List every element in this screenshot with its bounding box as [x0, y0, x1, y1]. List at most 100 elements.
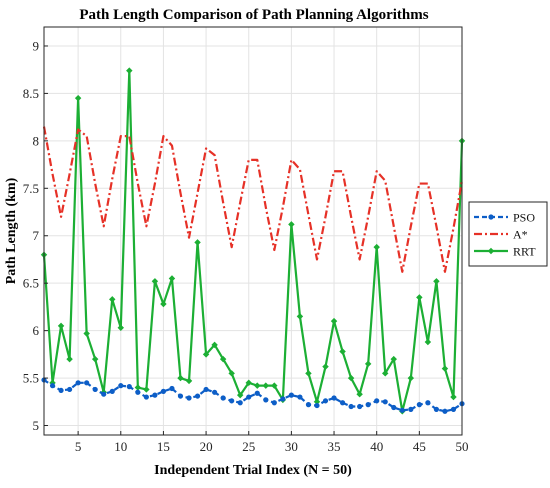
data-point-pso [229, 398, 235, 404]
data-point-pso [280, 396, 286, 402]
data-point-pso [160, 388, 167, 394]
y-tick-label: 7 [33, 228, 40, 243]
series-a [42, 126, 464, 273]
data-point-pso [365, 402, 371, 408]
data-point-pso [49, 383, 56, 389]
data-point-pso [391, 404, 397, 411]
legend-entry-pso: PSO [474, 211, 535, 225]
y-axis-label: Path Length (km) [4, 177, 19, 284]
data-point-pso [348, 403, 354, 410]
legend-label-a: A* [513, 228, 528, 242]
data-point-rrt [185, 377, 193, 385]
data-point-pso [416, 402, 422, 408]
data-point-rrt [390, 355, 397, 363]
data-point-rrt [373, 243, 380, 251]
data-point-rrt [194, 239, 201, 246]
data-point-rrt [177, 374, 184, 382]
y-tick-label: 5 [33, 418, 40, 433]
data-point-rrt [364, 360, 372, 368]
y-tick-label: 9 [33, 38, 40, 53]
legend-entry-rrt: RRT [474, 245, 536, 259]
series-layer [40, 67, 466, 415]
data-point-pso [58, 387, 64, 394]
data-point-pso [382, 399, 388, 405]
data-point-pso [450, 406, 457, 412]
data-point-rrt [271, 382, 278, 389]
data-point-rrt [339, 348, 346, 355]
series-line-rrt [42, 69, 464, 413]
x-tick-label: 20 [200, 439, 213, 454]
legend: PSO A* RRT [468, 201, 548, 267]
data-point-pso [118, 383, 124, 389]
plot-area [44, 27, 462, 435]
data-point-rrt [168, 275, 176, 282]
data-point-rrt [330, 317, 338, 325]
x-tick-label: 50 [456, 439, 469, 454]
data-point-rrt [219, 355, 227, 363]
y-tick-label: 6.5 [23, 276, 39, 291]
data-point-rrt [347, 374, 355, 382]
chart-title: Path Length Comparison of Path Planning … [79, 7, 428, 23]
data-point-pso [288, 392, 294, 398]
data-point-pso [246, 394, 252, 400]
data-point-rrt [160, 300, 167, 308]
data-point-pso [66, 386, 73, 393]
data-point-pso [212, 389, 218, 395]
data-point-rrt [151, 278, 159, 285]
data-point-pso [305, 402, 312, 408]
x-tick-label: 35 [328, 439, 341, 454]
data-point-rrt [143, 386, 150, 393]
data-point-rrt [416, 294, 423, 301]
legend-label-rrt: RRT [513, 245, 536, 259]
data-point-pso [152, 392, 158, 398]
data-point-rrt [236, 391, 244, 399]
data-point-pso [408, 406, 414, 412]
data-point-rrt [288, 221, 295, 228]
data-point-pso [194, 393, 201, 399]
data-point-pso [92, 386, 98, 393]
data-point-pso [169, 385, 175, 392]
y-tick-label: 5.5 [23, 371, 39, 386]
data-point-pso [135, 389, 141, 395]
data-point-pso [357, 403, 363, 410]
data-point-rrt [450, 393, 457, 401]
data-point-pso [374, 398, 380, 404]
x-axis-label: Independent Trial Index (N = 50) [154, 463, 352, 478]
data-point-pso [109, 388, 115, 394]
data-point-rrt [322, 363, 329, 370]
plot-frame [43, 26, 463, 436]
data-point-rrt [109, 296, 116, 303]
x-tick-label: 25 [242, 439, 255, 454]
y-tick-label: 7.5 [23, 181, 39, 196]
data-point-rrt [254, 382, 261, 389]
x-tick-label: 30 [285, 439, 298, 454]
legend-marker-rrt [487, 247, 495, 255]
x-tick-label: 15 [157, 439, 170, 454]
x-tick-label: 5 [75, 439, 82, 454]
data-point-pso [84, 380, 90, 386]
y-tick-label: 8.5 [23, 86, 39, 101]
data-point-pso [177, 393, 184, 399]
data-point-pso [442, 408, 448, 414]
data-point-pso [322, 398, 329, 404]
data-point-pso [331, 395, 337, 401]
data-point-pso [297, 394, 303, 400]
data-point-rrt [57, 322, 65, 330]
data-point-rrt [66, 355, 73, 363]
data-point-pso [203, 386, 209, 393]
data-point-rrt [441, 365, 449, 372]
data-point-pso [399, 407, 405, 413]
data-point-rrt [91, 355, 99, 363]
data-point-rrt [407, 374, 415, 382]
legend-marker-pso [488, 214, 494, 220]
data-point-pso [101, 391, 107, 397]
grid [44, 27, 463, 435]
data-point-pso [75, 380, 81, 386]
data-point-pso [143, 394, 149, 400]
legend-entry-a: A* [474, 228, 528, 242]
data-point-rrt [356, 390, 363, 398]
legend-label-pso: PSO [513, 211, 535, 225]
data-point-pso [186, 395, 192, 401]
data-point-pso [433, 406, 440, 412]
